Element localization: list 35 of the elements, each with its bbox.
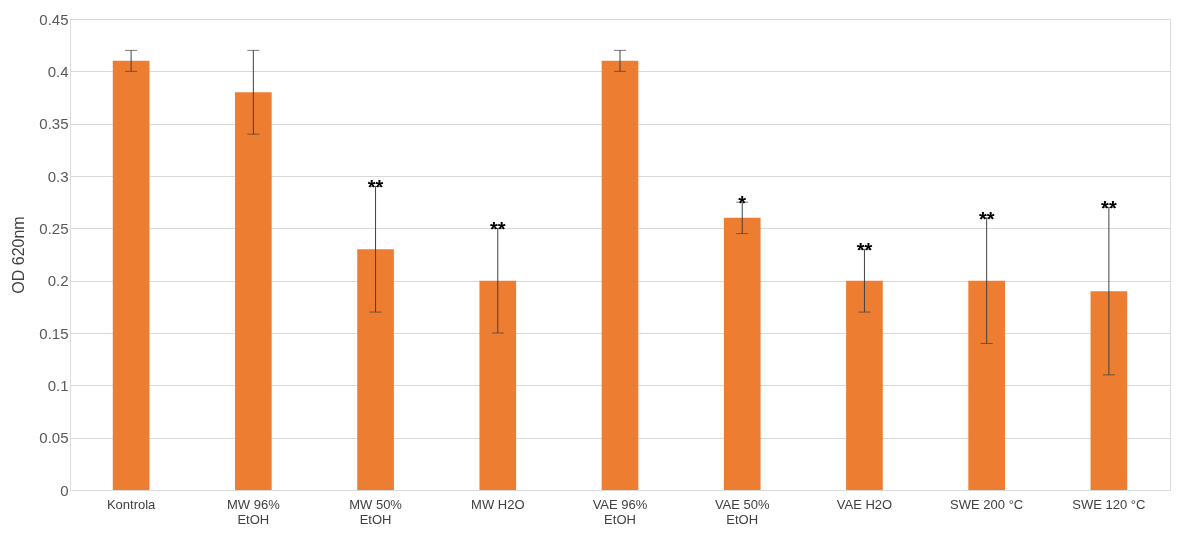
x-tick-label: MW 50% EtOH: [349, 496, 403, 527]
y-tick-label: 0.3: [47, 167, 69, 185]
y-tick-label: 0.05: [39, 429, 69, 447]
x-tick-label: VAE 50% EtOH: [714, 496, 770, 527]
bar: [235, 92, 272, 490]
bar: [601, 60, 639, 490]
y-tick-label: 0.45: [39, 10, 69, 28]
annotation: **: [367, 176, 384, 199]
bar: [112, 60, 150, 490]
x-tick-label: SWE 120 °C: [1072, 496, 1146, 512]
y-axis-title: OD 620nm: [10, 216, 28, 294]
y-tick-label: 0.2: [47, 272, 69, 290]
y-tick-label: 0.35: [39, 115, 69, 133]
bar: [1090, 291, 1128, 490]
x-tick-label: VAE H2O: [836, 496, 893, 512]
annotation: **: [978, 207, 995, 230]
y-tick-label: 0.25: [39, 219, 69, 237]
x-tick-label: MW H2O: [471, 496, 525, 512]
bar: [846, 280, 883, 490]
bar: [968, 280, 1005, 490]
annotation: **: [1101, 197, 1117, 220]
y-tick-label: 0.15: [39, 324, 69, 342]
x-tick-label: Kontrola: [106, 496, 157, 512]
bar: [723, 217, 761, 490]
x-tick-label: SWE 200 °C: [950, 496, 1024, 512]
y-tick-label: 0: [60, 481, 69, 499]
bar: [357, 249, 394, 490]
annotation: **: [856, 239, 873, 262]
bar: [479, 280, 517, 490]
y-tick-label: 0.1: [47, 376, 69, 394]
annotation: **: [489, 218, 506, 241]
annotation: *: [738, 192, 747, 215]
x-tick-label: VAE 96% EtOH: [592, 496, 648, 527]
y-tick-label: 0.4: [47, 62, 69, 80]
x-tick-label: MW 96% EtOH: [226, 496, 281, 527]
